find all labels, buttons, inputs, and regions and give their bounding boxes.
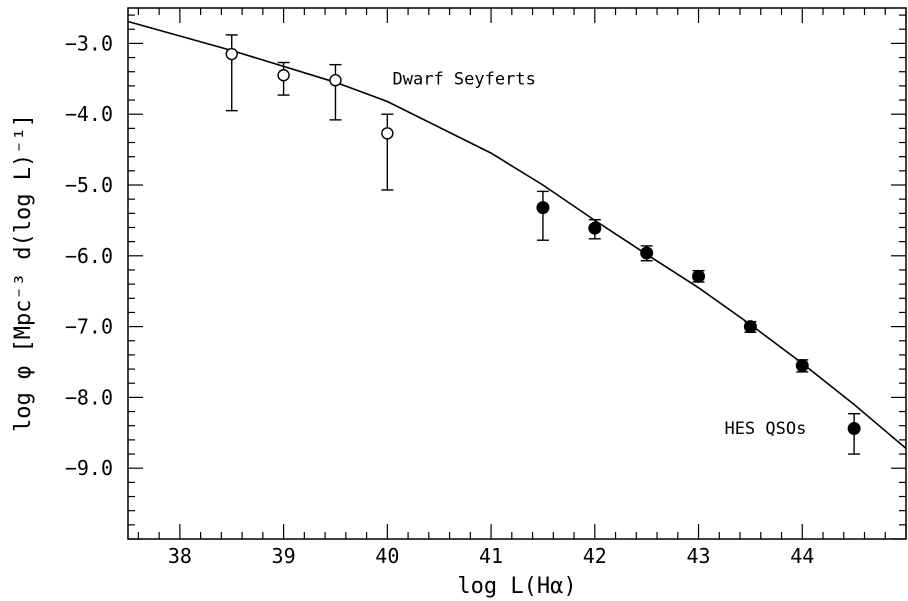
hes-qso-point [588,221,602,235]
hes-qso-point [536,201,550,215]
x-tick-label: 42 [583,544,607,568]
hes-qso-point [692,269,706,283]
hes-qso-point [743,320,757,334]
x-tick-label: 39 [272,544,296,568]
plot-frame [127,7,907,540]
annotation-dwarf-seyferts: Dwarf Seyferts [393,69,536,89]
data-points-layer [225,34,861,455]
dwarf-seyfert-point [329,74,342,87]
tick-labels-layer: 38 39 40 41 42 43 44 −3.0 −4.0 −5.0 −6.0 −7.0 −8.0 −9… [65,31,814,568]
x-tick-label: 40 [375,544,399,568]
y-tick-label: −3.0 [65,31,113,55]
hes-qso-point [847,422,861,436]
y-tick-label: −7.0 [65,315,113,339]
x-axis-label: log L(Hα) [457,574,576,599]
y-axis-label: log φ [Mpc⁻³ d(log L)⁻¹] [11,114,36,432]
annotation-hes-qsos: HES QSOs [724,419,806,439]
x-tick-label: 41 [479,544,503,568]
y-tick-label: −5.0 [65,173,113,197]
y-tick-label: −4.0 [65,102,113,126]
dwarf-seyfert-point [225,47,238,61]
dwarf-seyfert-point [381,127,394,140]
y-tick-label: −9.0 [65,456,113,480]
y-tick-label: −8.0 [65,385,113,409]
x-tick-label: 43 [686,544,710,568]
dwarf-seyfert-point [277,69,290,82]
x-tick-label: 38 [168,544,192,568]
y-tick-label: −6.0 [65,244,113,268]
hes-qso-point [640,246,654,260]
axis-ticks [128,8,907,540]
x-tick-label: 44 [790,544,814,568]
hes-qso-point [795,359,809,373]
